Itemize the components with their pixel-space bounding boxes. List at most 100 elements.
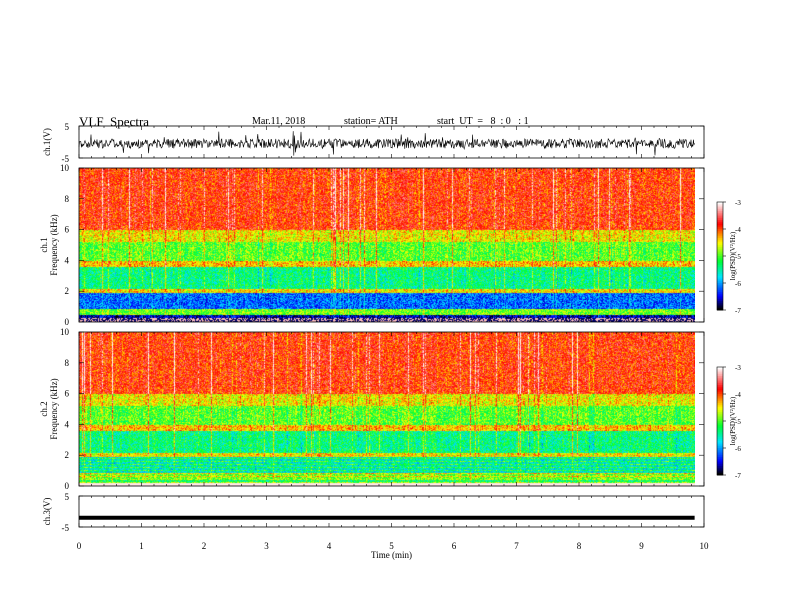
colorbar-segment <box>717 274 723 277</box>
colorbar-segment <box>717 283 723 286</box>
ch1-waveform-panel: 5 -5 ch.1(V) <box>42 122 705 164</box>
colorbar-segment <box>717 460 723 463</box>
y-tick-label: 2 <box>65 286 70 296</box>
colorbar-segment <box>717 304 723 307</box>
y-tick-label: 4 <box>65 419 70 429</box>
x-tick-label: 7 <box>514 541 519 551</box>
colorbar-segment <box>717 295 723 298</box>
colorbar-segment <box>717 442 723 445</box>
colorbar-segment <box>717 467 723 471</box>
y-tick-label: 10 <box>60 163 70 173</box>
colorbar-segment <box>717 257 723 261</box>
colorbar-segment <box>717 440 723 444</box>
x-tick-label: 8 <box>577 541 582 551</box>
colorbar-segment <box>717 281 723 284</box>
colorbar-segment <box>717 252 723 255</box>
colorbar-segment <box>717 220 723 223</box>
colorbar-segment <box>717 368 723 372</box>
time-axis: 0 1 2 3 4 5 6 7 8 9 10 Time (min) <box>77 541 709 560</box>
colorbar-segment <box>717 374 723 377</box>
colorbar-segment <box>717 377 723 381</box>
colorbar-segment <box>717 225 723 228</box>
colorbar-segment <box>717 265 723 268</box>
colorbar-segment <box>717 250 723 253</box>
colorbar-segment <box>717 270 723 273</box>
colorbar-segment <box>717 395 723 399</box>
colorbar-segment <box>717 205 723 208</box>
colorbar-segment <box>717 299 723 302</box>
colorbar-segment <box>717 424 723 427</box>
x-tick-label: 2 <box>202 541 207 551</box>
start-time-label: start UT = 8 : 0 : 1 <box>437 116 529 127</box>
colorbar-segment <box>717 292 723 295</box>
colorbar-segment <box>717 435 723 438</box>
colorbar-segment <box>717 372 723 375</box>
colorbar-segment <box>717 229 723 232</box>
x-tick-label: 9 <box>639 541 644 551</box>
colorbar-segment <box>717 403 723 406</box>
y-tick-label: 6 <box>65 389 70 399</box>
colorbar-segment <box>717 419 723 422</box>
colorbar-segment <box>717 275 723 279</box>
colorbar-segment <box>717 385 723 388</box>
colorbar-segment <box>717 207 723 210</box>
colorbar-segment <box>717 277 723 280</box>
station-label: station= ATH <box>344 116 398 127</box>
y-axis-label: Frequency (kHz) <box>49 378 59 439</box>
colorbar-segment <box>717 203 723 207</box>
y-tick-label: 4 <box>65 255 70 265</box>
colorbar-segment <box>717 227 723 230</box>
colorbar-segment <box>717 302 723 306</box>
colorbar-segment <box>717 266 723 270</box>
colorbar-segment <box>717 453 723 456</box>
colorbar-segment <box>717 446 723 449</box>
colorbar-segment <box>717 397 723 400</box>
colorbar-segment <box>717 386 723 390</box>
colorbar-segment <box>717 379 723 382</box>
colorbar-segment <box>717 417 723 420</box>
colorbar-segment <box>717 216 723 219</box>
colorbar-segment <box>717 469 723 472</box>
colorbar-segment <box>717 430 723 433</box>
ch1-spectrogram-panel: 10 8 6 4 2 0 ch.1 Frequency (kHz) <box>39 163 705 327</box>
y-tick-label: 0 <box>65 481 70 491</box>
x-tick-label: 4 <box>327 541 332 551</box>
y-axis-label: ch.1(V) <box>42 128 52 156</box>
colorbar-tick-label: -3 <box>735 199 741 207</box>
colorbar-segment <box>717 415 723 418</box>
colorbar-segment <box>717 433 723 436</box>
colorbar-segment <box>717 261 723 264</box>
colorbar-segment <box>717 392 723 395</box>
y-tick-label: 2 <box>65 450 70 460</box>
colorbar-segment <box>717 218 723 221</box>
colorbar-tick-label: -4 <box>735 226 741 234</box>
colorbar-segment <box>717 473 723 476</box>
colorbar-segment <box>717 413 723 417</box>
colorbar-segment <box>717 383 723 386</box>
colorbar-segment <box>717 223 723 226</box>
colorbar-segment <box>717 421 723 424</box>
colorbar-segment <box>717 388 723 391</box>
spectrogram-heatmap <box>79 332 695 486</box>
colorbar-segment <box>717 221 723 225</box>
colorbar-segment <box>717 230 723 234</box>
colorbar-segment <box>717 263 723 266</box>
x-tick-label: 10 <box>700 541 710 551</box>
colorbar-segment <box>717 232 723 235</box>
colorbar-segment <box>717 448 723 451</box>
colorbar-segment <box>717 241 723 244</box>
colorbar-segment <box>717 457 723 460</box>
y-tick-label: 0 <box>65 317 70 327</box>
y-axis-channel-label: ch.2 <box>39 401 49 416</box>
colorbar-tick-label: -4 <box>735 391 741 399</box>
colorbar-segment <box>717 268 723 271</box>
colorbar-segment <box>717 376 723 379</box>
colorbar-segment <box>717 399 723 402</box>
y-tick-label: 8 <box>65 358 70 368</box>
colorbar-segment <box>717 401 723 404</box>
spectrogram-heatmap <box>79 168 695 322</box>
colorbar-segment <box>717 464 723 467</box>
colorbar-segment <box>717 462 723 465</box>
y-axis-label: ch.3(V) <box>42 498 52 526</box>
colorbar-segment <box>717 211 723 214</box>
